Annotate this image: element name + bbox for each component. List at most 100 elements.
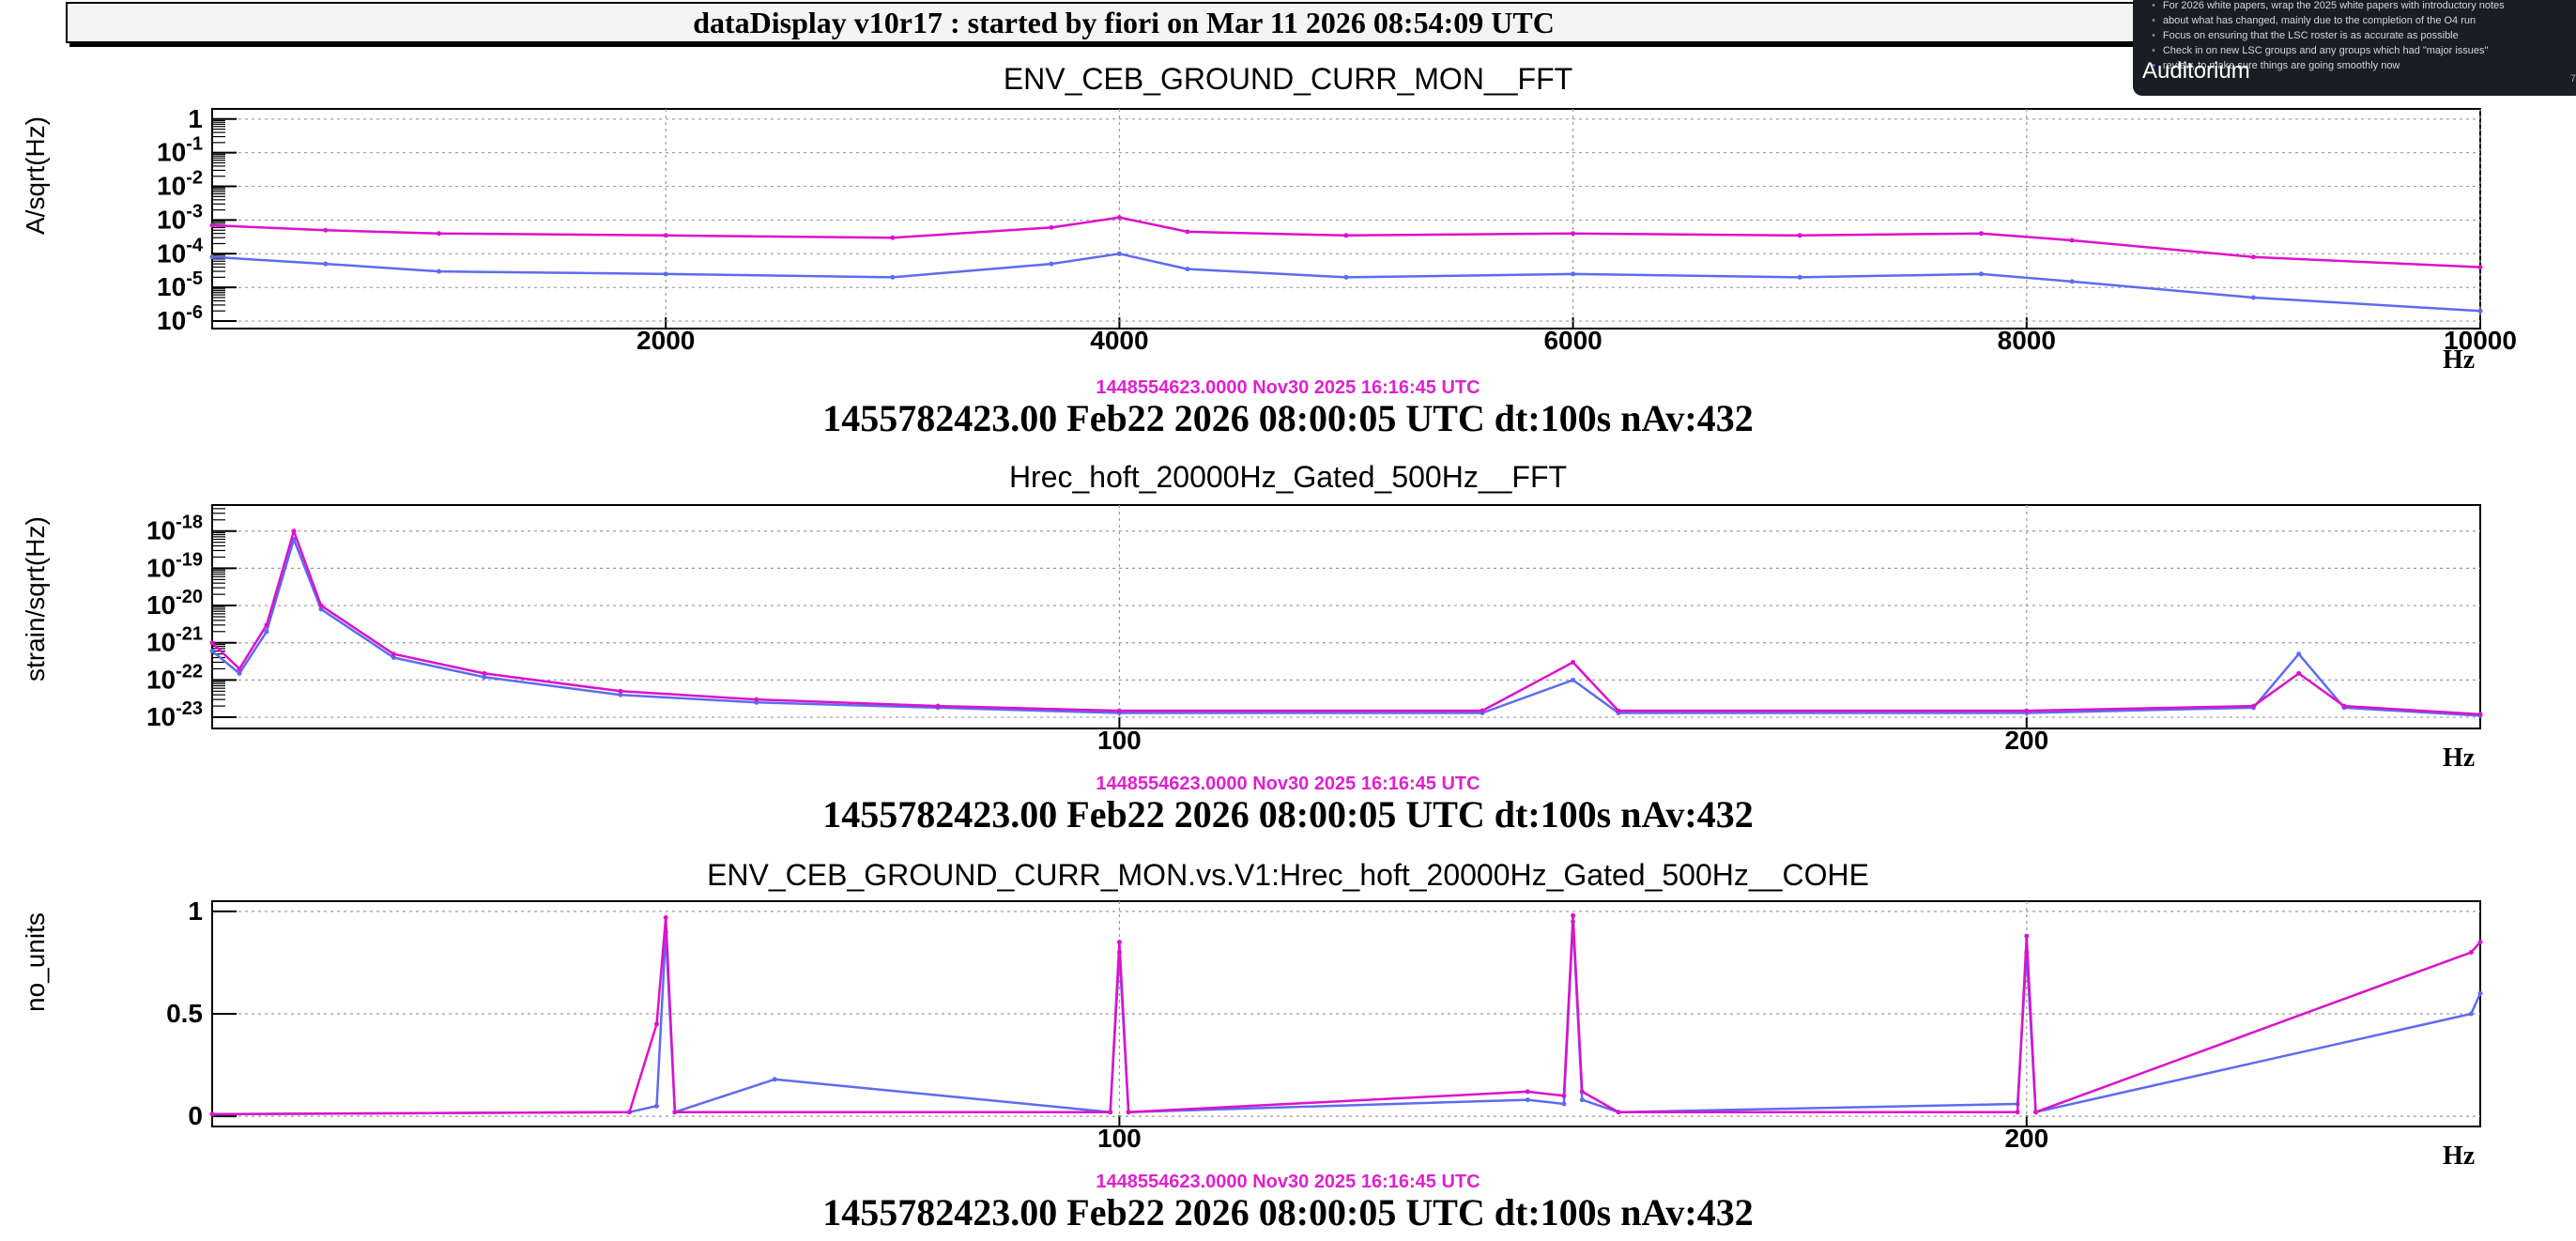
data-point (654, 1103, 659, 1109)
data-point (2250, 295, 2256, 300)
data-point (1116, 940, 1122, 945)
data-point (1571, 271, 1576, 277)
data-point (2477, 308, 2483, 314)
y-tick-label-base: 10 (146, 702, 176, 731)
data-point (890, 274, 896, 280)
data-point (209, 254, 215, 260)
y-tick-label: 10-22 (146, 661, 203, 694)
data-point (1116, 708, 1122, 713)
data-point (391, 651, 396, 657)
data-point (2477, 265, 2483, 270)
data-point (2024, 708, 2030, 713)
data-point (1571, 660, 1576, 665)
y-tick-label-base: 10 (146, 553, 176, 582)
y-tick-label-base: 10 (157, 138, 186, 167)
x-tick-label: 200 (2004, 1124, 2048, 1153)
panel-1-plot[interactable]: 2000 4000 6000 8000 1000010-610-510-410-310-… (0, 94, 2576, 394)
series-line (211, 914, 2481, 1116)
data-point (1579, 1089, 1585, 1095)
data-point (482, 674, 487, 680)
data-point (1343, 233, 1349, 238)
data-point (482, 670, 487, 676)
data-point (654, 1021, 659, 1027)
panel-1-ref-stamp: 1448554623.0000 Nov30 2025 16:16:45 UTC (1096, 377, 1480, 398)
y-tick-label: 0.5 (166, 999, 203, 1028)
y-tick-label-exponent: -3 (186, 201, 203, 222)
data-point (1571, 231, 1576, 237)
y-tick-label-base: 10 (157, 238, 186, 268)
overlay-note-line: For 2026 white papers, wrap the 2025 whi… (2163, 0, 2576, 13)
plot-frame (211, 504, 2481, 729)
data-point (1343, 274, 1349, 280)
panel-1-xunit: Hz (2443, 345, 2476, 375)
data-point (2069, 279, 2075, 284)
data-point (1525, 1089, 1530, 1095)
data-point (754, 697, 759, 702)
y-tick-label-base: 10 (157, 306, 186, 335)
data-point (1116, 251, 1122, 256)
panel-3-title: ENV_CEB_GROUND_CURR_MON.vs.V1:Hrec_hoft_… (707, 858, 1869, 892)
data-point (1571, 677, 1576, 682)
panel-2-title: Hrec_hoft_20000Hz_Gated_500Hz__FFT (1008, 460, 1568, 494)
data-point (1797, 274, 1802, 280)
data-point (2468, 1011, 2474, 1017)
data-point (672, 1110, 678, 1115)
data-point (209, 640, 215, 646)
y-tick-label: 10-5 (157, 268, 203, 301)
data-point (209, 649, 215, 653)
window-title-bar[interactable]: dataDisplay v10r17 : started by fiori on… (66, 2, 2182, 43)
data-point (237, 670, 242, 676)
data-point (663, 271, 668, 277)
data-point (2024, 933, 2030, 939)
y-tick-label: 10-20 (146, 587, 203, 620)
data-point (618, 688, 623, 694)
notification-overlay[interactable]: For 2026 white papers, wrap the 2025 whi… (2133, 0, 2576, 96)
data-point (318, 603, 324, 608)
data-point (1480, 708, 1485, 713)
panel-2-xunit: Hz (2443, 743, 2476, 773)
data-point (1797, 233, 1802, 238)
plot-frame (211, 108, 2481, 329)
y-tick-label-exponent: -5 (186, 268, 203, 289)
data-point (2296, 651, 2302, 657)
window-title: dataDisplay v10r17 : started by fiori on… (693, 5, 1555, 39)
x-tick-label: 6000 (1543, 326, 1602, 355)
data-point (2015, 1110, 2020, 1115)
panel-2-ref-stamp: 1448554623.0000 Nov30 2025 16:16:45 UTC (1096, 774, 1480, 794)
data-point (2033, 1110, 2038, 1115)
overlay-note-list: For 2026 white papers, wrap the 2025 whi… (2133, 0, 2576, 73)
y-tick-label-exponent: -22 (176, 661, 203, 682)
data-point (1116, 215, 1122, 221)
data-point (209, 1111, 215, 1117)
panel-2-stamp: 1455782423.00 Feb22 2026 08:00:05 UTC dt… (822, 793, 1754, 835)
data-point (1979, 271, 1984, 277)
data-point (209, 222, 215, 228)
x-tick-label: 200 (2004, 726, 2048, 755)
data-point (663, 233, 668, 238)
data-point (1561, 1101, 1567, 1107)
y-tick-label: 10-1 (157, 134, 203, 167)
y-tick-label: 10-23 (146, 698, 203, 731)
overlay-room-label: Auditorium (2142, 58, 2250, 84)
data-point (318, 606, 324, 612)
data-point (2477, 990, 2483, 996)
overlay-note-line: Focus on ensuring that the LSC roster is… (2163, 28, 2576, 43)
x-tick-label: 10000 (2444, 326, 2517, 355)
panel-1-title: ENV_CEB_GROUND_CURR_MON__FFT (1003, 62, 1573, 96)
data-point (1571, 912, 1576, 918)
y-tick-label-base: 10 (146, 628, 176, 657)
data-point (1049, 224, 1054, 230)
y-tick-label-base: 10 (146, 590, 176, 620)
x-tick-label: 2000 (636, 326, 695, 355)
x-tick-label: 100 (1097, 726, 1142, 755)
data-point (772, 1077, 777, 1082)
x-tick-label: 8000 (1998, 326, 2056, 355)
y-tick-label-exponent: -1 (186, 134, 203, 155)
data-point (1616, 708, 1621, 713)
data-point (391, 655, 396, 660)
data-point (627, 1110, 632, 1115)
panel-3-plot[interactable]: 100 200 0 0.5 1 (0, 892, 2576, 1164)
overlay-page-number: 7 (2569, 73, 2576, 84)
data-point (935, 703, 941, 709)
